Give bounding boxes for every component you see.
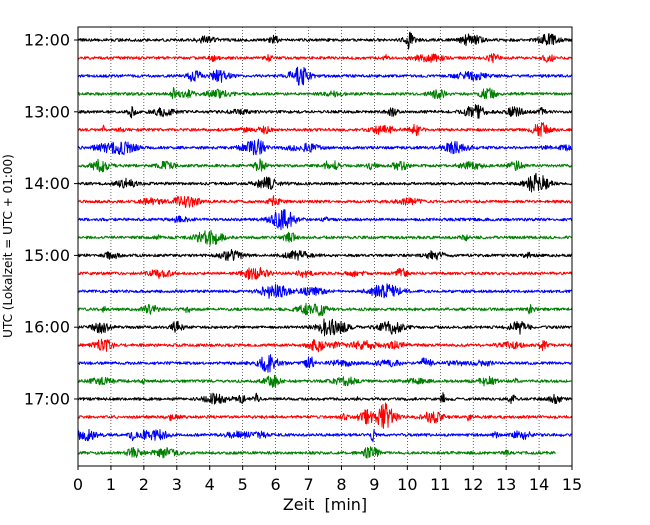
x-tick-label: 6 — [271, 475, 281, 494]
trace-lines — [77, 31, 573, 459]
y-tick-label: 17:00 — [24, 390, 70, 409]
trace-line — [77, 122, 573, 137]
trace-line — [77, 31, 573, 50]
y-axis-label: UTC (Lokalzeit = UTC + 01:00) — [1, 154, 15, 338]
trace-line — [77, 266, 573, 280]
trace-line — [77, 402, 573, 429]
trace-line — [77, 195, 573, 209]
trace-line — [77, 66, 573, 86]
trace-line — [77, 302, 573, 317]
trace-line — [77, 354, 573, 373]
trace-line — [77, 209, 573, 231]
x-tick-label: 8 — [336, 475, 346, 494]
trace-line — [77, 248, 573, 262]
y-tick-label: 15:00 — [24, 246, 70, 265]
x-tick-label: 13 — [496, 475, 516, 494]
x-tick-label: 1 — [106, 475, 116, 494]
x-axis-ticks: 0 1 2 3 4 5 6 7 8 9 10 11 12 13 14 15 — [73, 466, 582, 494]
plot-frame — [77, 26, 573, 467]
x-tick-label: 2 — [139, 475, 149, 494]
trace-line — [77, 158, 573, 173]
trace-line — [77, 138, 573, 156]
trace-line — [77, 53, 573, 64]
x-tick-label: 4 — [205, 475, 215, 494]
trace-line — [77, 172, 573, 193]
y-tick-label: 13:00 — [24, 102, 70, 121]
trace-line — [77, 446, 556, 459]
trace-line — [77, 392, 573, 405]
x-axis-label: Zeit [min] — [283, 495, 367, 514]
y-axis-ticks: 12:00 13:00 14:00 15:00 16:00 17:00 — [24, 31, 78, 409]
trace-line — [77, 87, 573, 100]
trace-line — [77, 318, 573, 337]
trace-line — [77, 338, 573, 353]
x-tick-label: 12 — [463, 475, 483, 494]
trace-line — [77, 229, 573, 246]
x-tick-label: 3 — [172, 475, 182, 494]
x-tick-label: 7 — [303, 475, 313, 494]
x-tick-label: 5 — [238, 475, 248, 494]
x-tick-label: 0 — [73, 475, 83, 494]
x-tick-label: 10 — [397, 475, 417, 494]
x-tick-label: 9 — [369, 475, 379, 494]
trace-line — [77, 428, 573, 443]
y-tick-label: 12:00 — [24, 31, 70, 50]
vertical-gridlines — [110, 27, 540, 466]
trace-line — [77, 374, 573, 388]
y-tick-label: 16:00 — [24, 318, 70, 337]
trace-line — [77, 104, 573, 119]
x-tick-label: 11 — [430, 475, 450, 494]
trace-line — [77, 283, 573, 299]
y-tick-label: 14:00 — [24, 174, 70, 193]
x-tick-label: 15 — [562, 475, 582, 494]
x-tick-label: 14 — [529, 475, 549, 494]
